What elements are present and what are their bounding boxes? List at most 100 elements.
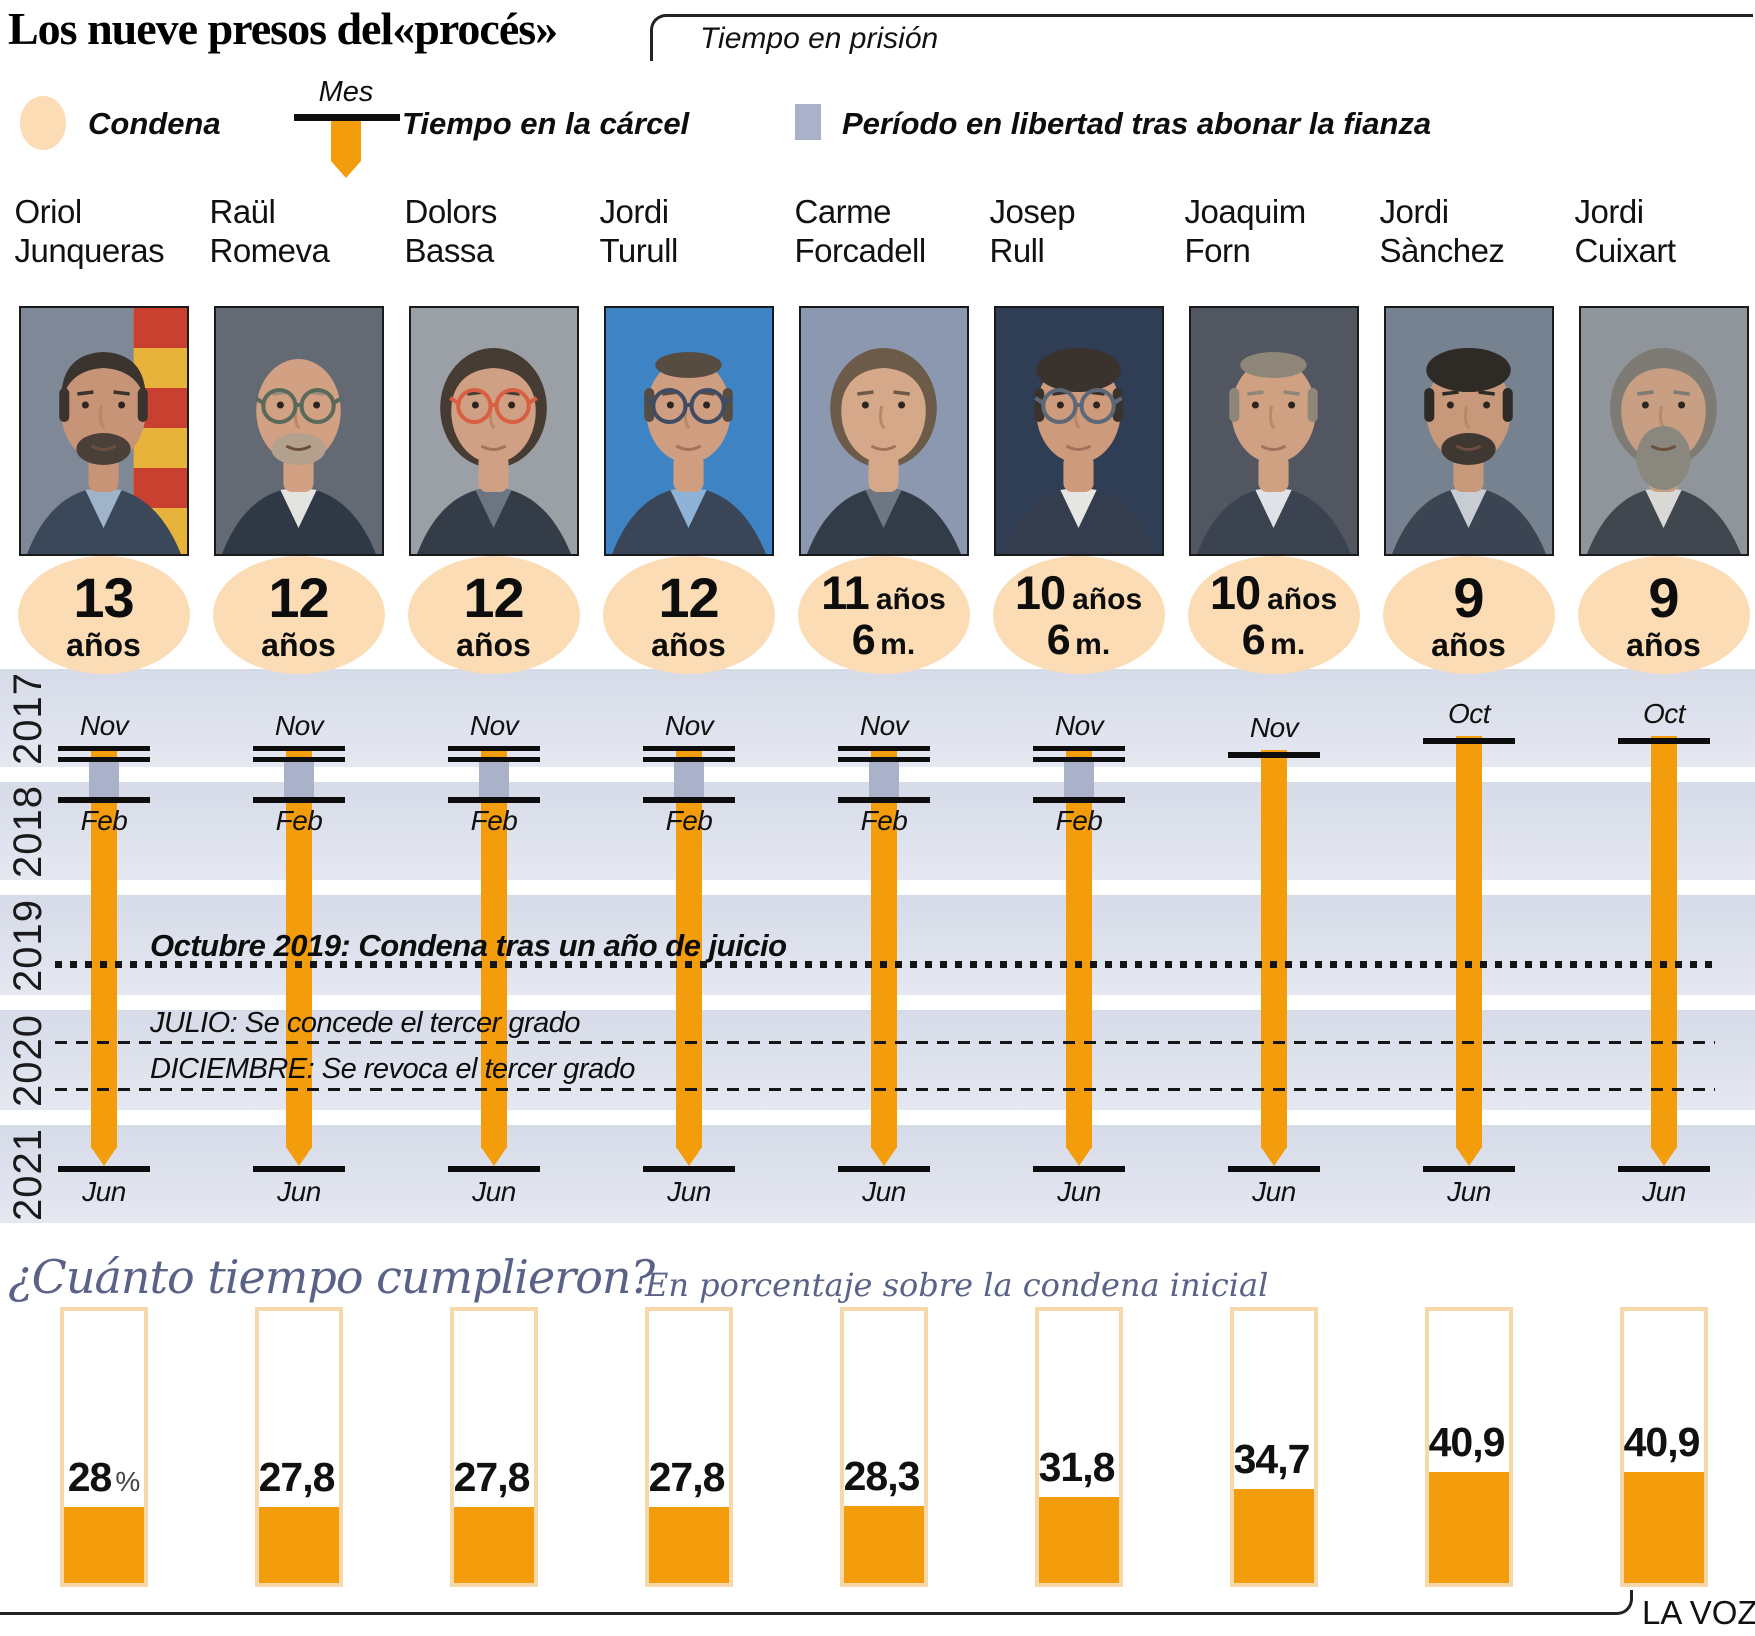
person-first-name: Jordi <box>1574 193 1645 230</box>
person-first-name: Raül <box>209 193 276 230</box>
timeline-start-month: Nov <box>274 710 324 741</box>
sentence-years: 11 años <box>821 565 946 619</box>
sentence-years: 10 años <box>1209 565 1338 619</box>
percent-fill <box>1428 1472 1509 1583</box>
timeline-start-month: Oct <box>1447 698 1491 729</box>
end-tick <box>1032 1166 1125 1172</box>
sentence-circle: 11 años 6 m. <box>797 556 970 674</box>
person-last-name: Romeva <box>209 232 330 269</box>
timeline-end-month: Jun <box>82 1176 126 1207</box>
arrow-down-icon <box>480 1147 507 1166</box>
prison-time-bar <box>1455 736 1482 1148</box>
end-tick <box>1227 1166 1320 1172</box>
person-last-name: Rull <box>989 232 1045 269</box>
bail-end-month: Feb <box>80 805 128 836</box>
timeline-start-month: Nov <box>79 710 129 741</box>
arrow-down-icon <box>870 1147 897 1166</box>
person-first-name: Jordi <box>1379 193 1450 230</box>
person-column: Jordi Cuixart 9 años Oct Jun 40,9 <box>1567 0 1755 1636</box>
bracket-label: Tiempo en prisión <box>700 22 939 55</box>
timeline-end-month: Jun <box>1252 1176 1296 1207</box>
section-subheading: En porcentaje sobre la condena inicial <box>645 1266 1269 1304</box>
timeline-start-month: Nov <box>1054 710 1104 741</box>
prison-time-bar <box>675 798 702 1148</box>
timeline-end-month: Jun <box>472 1176 516 1207</box>
percent-bar: 27,8 <box>644 1307 733 1587</box>
end-tick <box>642 1166 735 1172</box>
sentence-unit: años <box>261 626 336 663</box>
person-first-name: Jordi <box>599 193 670 230</box>
start-tick-top <box>837 746 930 751</box>
start-tick-top <box>1032 746 1125 751</box>
start-tick-top <box>252 746 345 751</box>
percent-label: 27,8 <box>258 1454 336 1500</box>
credit: LA VOZ <box>1642 1594 1755 1631</box>
percent-fill <box>63 1507 144 1583</box>
end-tick <box>57 1166 150 1172</box>
person-first-name: Oriol <box>14 193 83 230</box>
start-tick-bottom <box>252 757 345 762</box>
person-column: Dolors Bassa 12 años Nov Feb Jun 27,8 <box>397 0 592 1636</box>
percent-label: 40,9 <box>1428 1419 1506 1465</box>
bail-end-month: Feb <box>470 805 518 836</box>
person-photo <box>213 306 384 556</box>
person-photo <box>1383 306 1554 556</box>
percent-bar: 27,8 <box>254 1307 343 1587</box>
prison-time-bar <box>90 798 117 1148</box>
timeline-end-month: Jun <box>277 1176 321 1207</box>
bail-end-tick <box>1032 797 1125 803</box>
sentence-circle: 10 años 6 m. <box>1187 556 1360 674</box>
person-column: Josep Rull 10 años 6 m. Nov Feb Jun 31,8 <box>982 0 1177 1636</box>
bail-end-tick <box>837 797 930 803</box>
percent-label: 40,9 <box>1623 1419 1701 1465</box>
end-tick <box>252 1166 345 1172</box>
percent-bar: 28,3 <box>839 1307 928 1587</box>
percent-label: 28,3 <box>843 1453 921 1499</box>
bail-end-tick <box>447 797 540 803</box>
person-column: Jordi Turull 12 años Nov Feb Jun 27,8 <box>592 0 787 1636</box>
person-last-name: Junqueras <box>14 232 165 269</box>
arrow-down-icon <box>90 1147 117 1166</box>
legend-condena-swatch <box>20 96 66 150</box>
percent-fill <box>1038 1497 1119 1583</box>
start-tick-top <box>57 746 150 751</box>
person-photo <box>993 306 1164 556</box>
percent-fill <box>453 1507 534 1583</box>
section-heading: ¿Cuánto tiempo cumplieron? <box>8 1250 655 1304</box>
timeline-start-month: Nov <box>664 710 714 741</box>
start-tick <box>1422 738 1515 744</box>
percent-bar: 27,8 <box>449 1307 538 1587</box>
start-tick <box>1227 752 1320 758</box>
sentence-years: 9 <box>1648 565 1679 629</box>
sentence-unit: años <box>651 626 726 663</box>
sentence-unit: 6 m. <box>1241 615 1306 664</box>
end-tick <box>1617 1166 1710 1172</box>
annotation-diciembre: DICIEMBRE: Se revoca el tercer grado <box>150 1053 635 1085</box>
person-photo <box>603 306 774 556</box>
person-last-name: Sànchez <box>1379 232 1505 269</box>
legend-mes-tick <box>294 114 400 121</box>
percent-label: 31,8 <box>1038 1444 1116 1490</box>
bail-period-segment <box>868 762 899 800</box>
timeline-end-month: Jun <box>1447 1176 1491 1207</box>
sentence-circle: 9 años <box>1382 556 1555 674</box>
person-first-name: Dolors <box>404 193 498 230</box>
bail-period-segment <box>283 762 314 800</box>
arrow-down-icon <box>675 1147 702 1166</box>
bail-period-segment <box>478 762 509 800</box>
person-column: Raül Romeva 12 años Nov Feb Jun 27,8 <box>202 0 397 1636</box>
prison-time-bar <box>480 798 507 1148</box>
arrow-down-icon <box>1455 1147 1482 1166</box>
person-column: Joaquim Forn 10 años 6 m. Nov Jun 34,7 <box>1177 0 1372 1636</box>
person-last-name: Turull <box>599 232 679 269</box>
timeline-end-month: Jun <box>862 1176 906 1207</box>
sentence-circle: 9 años <box>1577 556 1750 674</box>
person-photo <box>1188 306 1359 556</box>
prison-time-bar <box>1650 736 1677 1148</box>
bail-end-month: Feb <box>665 805 713 836</box>
verdict-dotted-line <box>55 961 1715 968</box>
timeline-end-month: Jun <box>1642 1176 1686 1207</box>
diciembre-dashed-line <box>55 1088 1715 1091</box>
percent-fill <box>648 1507 729 1583</box>
